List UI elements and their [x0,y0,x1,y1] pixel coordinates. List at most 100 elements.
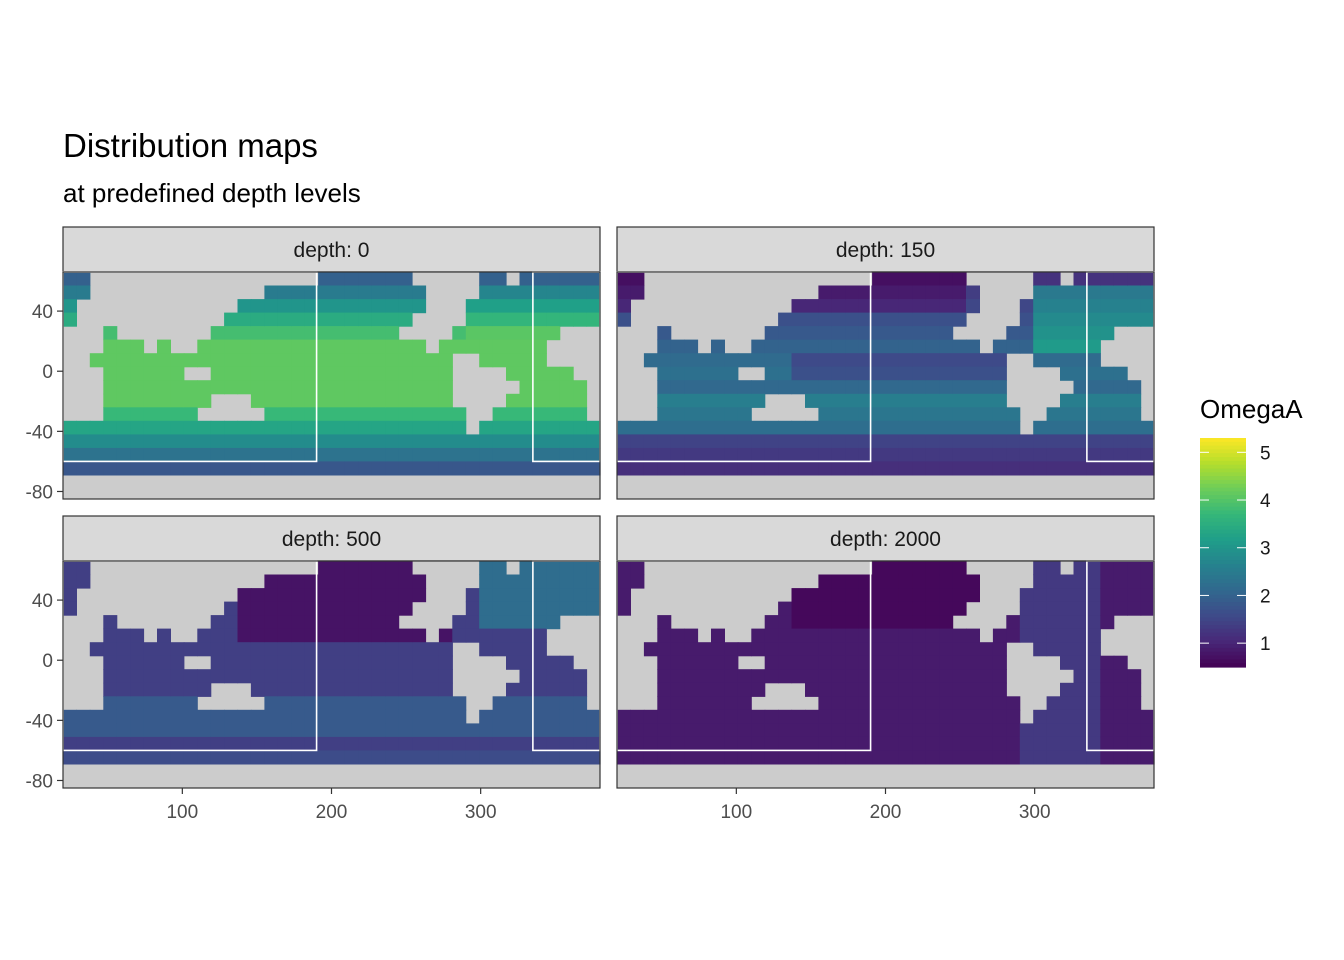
raster-cell [170,353,185,368]
raster-cell [76,272,91,287]
raster-cell [224,312,239,327]
raster-cell [1113,434,1128,449]
raster-cell [331,285,346,300]
raster-cell [1127,312,1142,327]
raster-cell [318,353,333,368]
raster-cell [425,420,440,435]
raster-cell [277,353,292,368]
raster-cell [925,723,940,738]
raster-cell [724,723,739,738]
raster-cell [966,628,980,643]
raster-cell [791,380,806,395]
raster-cell [858,723,873,738]
raster-cell [546,615,561,630]
raster-cell [1060,326,1074,341]
raster-cell [1073,312,1088,327]
legend-colorbar-segment [1200,613,1246,618]
raster-cell [724,447,739,462]
raster-cell [670,366,685,381]
raster-cell [519,682,534,697]
raster-cell [479,326,494,341]
facet-strip-label: depth: 500 [282,528,381,551]
raster-cell [318,628,333,643]
raster-cell [925,312,940,327]
raster-cell [425,750,440,765]
raster-cell [764,461,779,476]
raster-cell [939,420,954,435]
raster-cell [318,326,333,341]
raster-cell [532,447,547,462]
raster-cell [344,642,359,657]
raster-cell [643,736,658,751]
raster-cell [277,723,292,738]
raster-cell [1006,420,1021,435]
raster-cell [912,272,927,287]
raster-cell [237,420,252,435]
raster-cell [630,723,645,738]
raster-cell [197,628,212,643]
raster-cell [1019,615,1034,630]
raster-cell [89,461,104,476]
raster-cell [157,696,171,711]
raster-cell [684,682,699,697]
raster-cell [872,588,887,603]
raster-cell [586,723,601,738]
raster-cell [264,642,279,657]
raster-cell [939,736,954,751]
raster-cell [573,723,588,738]
raster-cell [103,642,118,657]
raster-cell [670,696,685,711]
raster-cell [1086,272,1101,287]
raster-cell [845,393,860,408]
raster-cell [559,723,574,738]
raster-cell [210,615,225,630]
raster-cell [371,642,386,657]
raster-cell [546,366,561,381]
raster-cell [1046,326,1061,341]
raster-cell [912,601,927,616]
raster-cell [532,339,547,354]
raster-cell [398,447,413,462]
raster-cell [398,723,413,738]
raster-cell [657,447,672,462]
raster-cell [751,750,766,765]
raster-cell [670,709,685,724]
raster-cell [1073,326,1088,341]
raster-cell [89,447,104,462]
raster-cell [952,601,967,616]
raster-cell [818,736,833,751]
raster-cell [1073,682,1088,697]
raster-cell [546,380,561,395]
raster-cell [291,709,306,724]
raster-cell [952,393,967,408]
raster-cell [237,366,252,381]
raster-cell [157,669,171,684]
raster-cell [966,642,980,657]
raster-cell [425,709,440,724]
raster-cell [331,339,346,354]
raster-cell [791,326,806,341]
raster-cell [1100,312,1115,327]
raster-cell [586,601,601,616]
raster-cell [546,461,561,476]
raster-cell [237,669,252,684]
raster-cell [831,407,846,422]
raster-cell [1113,574,1128,589]
raster-cell [277,682,292,697]
raster-cell [1127,407,1142,422]
raster-cell [697,461,712,476]
raster-cell [210,339,225,354]
raster-cell [791,299,806,314]
raster-cell [1140,461,1155,476]
raster-cell [304,447,319,462]
raster-cell [912,709,927,724]
raster-cell [1060,420,1074,435]
raster-cell [412,669,427,684]
raster-cell [559,272,574,287]
raster-cell [858,299,873,314]
raster-cell [872,339,887,354]
raster-cell [331,299,346,314]
raster-cell [737,407,752,422]
raster-cell [116,696,131,711]
raster-cell [898,434,913,449]
